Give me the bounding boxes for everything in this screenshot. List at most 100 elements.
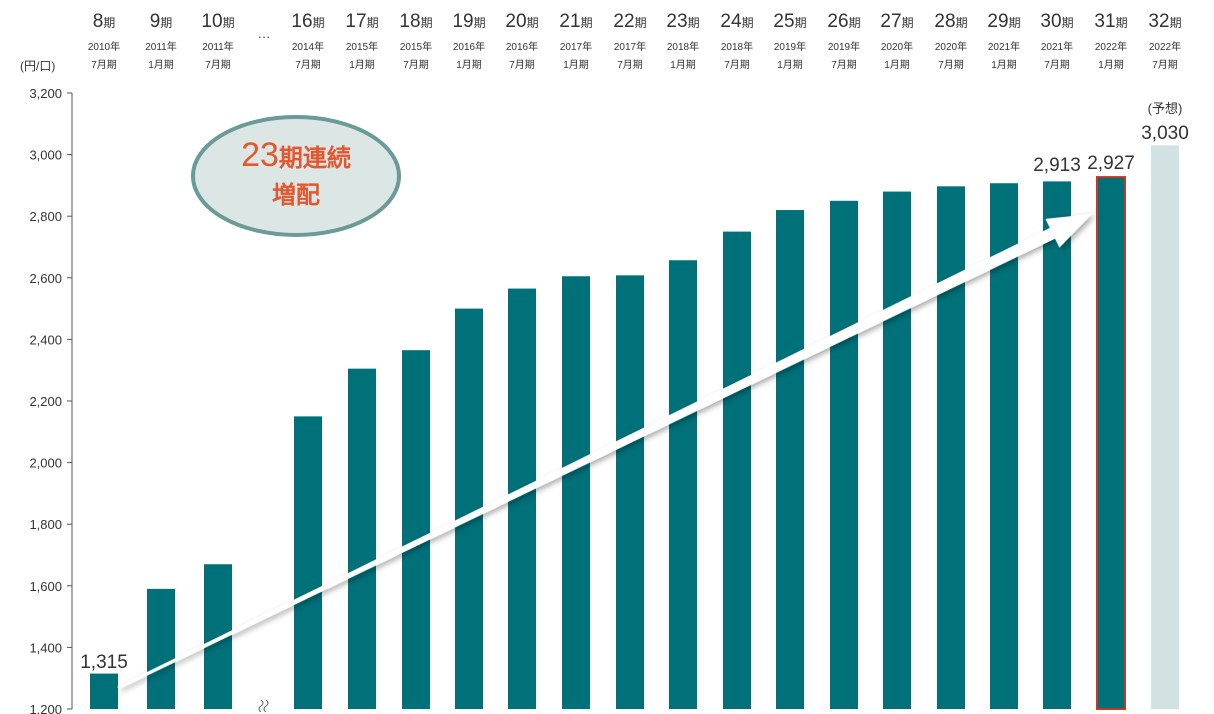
period-suffix: 期 [223, 16, 235, 30]
period-number: 25 [773, 11, 794, 32]
badge-ellipse [191, 115, 401, 237]
period-suffix: 期 [1009, 16, 1021, 30]
period-month: 7月期 [724, 59, 750, 71]
bar [1151, 145, 1179, 710]
period-suffix: 期 [1062, 16, 1074, 30]
period-suffix: 期 [635, 16, 647, 30]
period-month: 1月期 [991, 59, 1017, 71]
period-number: 20 [505, 11, 526, 32]
period-number: 27 [880, 11, 901, 32]
period-suffix: 期 [103, 16, 115, 30]
period-label: 18期 [399, 11, 432, 32]
bar [1096, 176, 1126, 711]
period-label: 25期 [773, 11, 806, 32]
period-year: 2018年 [667, 40, 699, 53]
period-label: 9期 [150, 11, 173, 32]
period-suffix: 期 [367, 16, 379, 30]
data-labels: 1,315 2,913 2,927 3,030 (予想) [80, 101, 1189, 673]
period-year: 2019年 [774, 40, 806, 53]
period-number: 26 [827, 11, 848, 32]
bar [402, 350, 430, 709]
period-month: 7月期 [509, 59, 535, 71]
forecast-note: (予想) [1148, 101, 1183, 116]
period-year: 2020年 [935, 40, 967, 53]
period-label: 19期 [452, 11, 485, 32]
period-year: 2011年 [202, 40, 234, 53]
badge-number: 23 [241, 136, 279, 174]
bar [562, 276, 590, 709]
period-suffix: 期 [474, 16, 486, 30]
period-label: 20期 [505, 11, 538, 32]
period-suffix: 期 [688, 16, 700, 30]
period-year: 2017年 [560, 40, 592, 53]
data-label: 1,315 [80, 652, 128, 673]
period-label: 24期 [720, 11, 753, 32]
y-tick-label: 2,400 [29, 332, 62, 347]
bar [776, 210, 804, 710]
period-number: 21 [559, 11, 580, 32]
badge-text: 期連続 [279, 144, 351, 172]
y-tick-label: 1,800 [29, 517, 62, 532]
period-month: 7月期 [617, 59, 643, 71]
y-tick-label: 1,200 [29, 702, 62, 714]
y-axis-unit: (円/口) [20, 59, 55, 73]
period-year: 2021年 [1041, 40, 1073, 53]
period-number: 10 [201, 11, 222, 32]
badge-line1: 23期連続 [241, 136, 351, 174]
period-suffix: 期 [527, 16, 539, 30]
period-number: 17 [345, 11, 366, 32]
period-label: 29期 [987, 11, 1020, 32]
period-suffix: 期 [795, 16, 807, 30]
period-suffix: 期 [160, 16, 172, 30]
bar [616, 275, 644, 709]
period-suffix: 期 [1116, 16, 1128, 30]
period-month: 1月期 [148, 59, 174, 71]
data-label: 2,927 [1087, 153, 1135, 174]
period-label: 27期 [880, 11, 913, 32]
axis-break-mark [258, 699, 269, 713]
y-tick-label: 3,000 [29, 148, 62, 163]
period-month: 7月期 [1044, 59, 1070, 71]
data-label: 2,913 [1033, 155, 1081, 176]
period-label: 28期 [934, 11, 967, 32]
period-year: 2016年 [506, 40, 538, 53]
period-year: 2022年 [1149, 40, 1181, 53]
period-month: 1月期 [349, 59, 375, 71]
period-suffix: 期 [742, 16, 754, 30]
period-year: 2020年 [881, 40, 913, 53]
bar [830, 200, 858, 710]
period-month: 7月期 [295, 59, 321, 71]
period-year: 2018年 [721, 40, 753, 53]
period-suffix: 期 [581, 16, 593, 30]
period-month: 7月期 [205, 59, 231, 71]
trend-arrow [117, 214, 1093, 690]
period-label: 30期 [1040, 11, 1073, 32]
period-number: 23 [666, 11, 687, 32]
period-month: 1月期 [456, 59, 482, 71]
period-year: 2015年 [400, 40, 432, 53]
period-suffix: 期 [421, 16, 433, 30]
period-month: 7月期 [938, 59, 964, 71]
period-month: 1月期 [884, 59, 910, 71]
bar [1043, 181, 1071, 709]
bar [723, 231, 751, 709]
bar [990, 183, 1018, 709]
period-number: 16 [291, 11, 312, 32]
period-label: 32期 [1148, 11, 1181, 32]
bar [669, 260, 697, 709]
period-month: 7月期 [831, 59, 857, 71]
period-suffix: 期 [849, 16, 861, 30]
period-year: 2016年 [453, 40, 485, 53]
period-number: 22 [613, 11, 634, 32]
period-label: 21期 [559, 11, 592, 32]
period-month: 7月期 [91, 59, 117, 71]
bar [90, 673, 118, 709]
axis-break-ellipsis: … [258, 26, 271, 41]
y-tick-label: 1,600 [29, 579, 62, 594]
period-year: 2017年 [614, 40, 646, 53]
period-number: 8 [93, 11, 104, 32]
period-number: 9 [150, 11, 161, 32]
period-number: 19 [452, 11, 473, 32]
